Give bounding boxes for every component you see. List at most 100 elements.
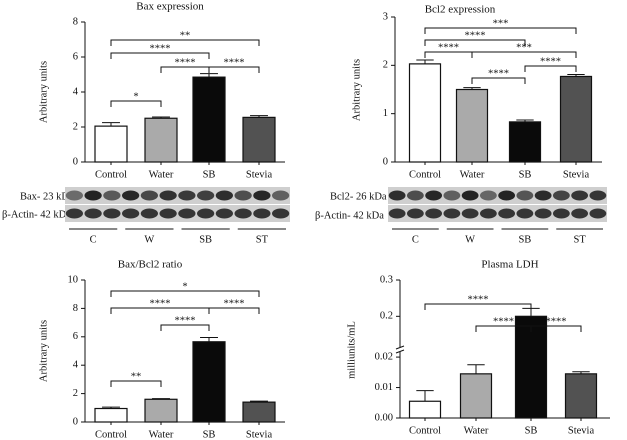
y-tick-label: 1	[383, 108, 388, 119]
blot-band	[388, 208, 406, 219]
chart-title: Bax expression	[136, 1, 204, 13]
significance-bracket	[424, 303, 532, 310]
chart-title: Bax/Bcl2 ratio	[118, 259, 183, 271]
blot-band	[178, 190, 196, 201]
blot-band	[159, 190, 177, 201]
y-axis-label: Arbitrary units	[351, 59, 362, 121]
blot-band	[253, 208, 271, 219]
blot-band	[84, 208, 102, 219]
x-tick-label: Stevia	[246, 429, 273, 440]
blot-band-label: Bax- 23 kDa	[20, 191, 74, 202]
y-tick-label: 0.02	[375, 351, 393, 362]
significance-bracket	[424, 27, 577, 34]
significance-bracket	[208, 66, 260, 73]
bar	[459, 373, 493, 419]
blot-band	[253, 190, 271, 201]
significance-label: **	[180, 30, 191, 41]
blot-band	[65, 208, 83, 219]
blot-band	[65, 190, 83, 201]
blot-band	[234, 208, 252, 219]
blot-group-label: ST	[256, 234, 269, 245]
blot-band-label: β-Actin- 42 kDa	[315, 210, 384, 221]
blot-band	[552, 208, 570, 219]
blot-group-label: C	[90, 234, 97, 245]
y-tick-label: 0.01	[375, 382, 393, 393]
blot-band	[388, 190, 406, 201]
bar	[192, 76, 226, 163]
significance-label: ****	[465, 30, 486, 41]
y-axis-label: milliunits/mL	[346, 321, 357, 379]
blot-band	[159, 208, 177, 219]
x-tick-label: Stevia	[563, 169, 590, 180]
y-tick-label: 10	[68, 274, 79, 285]
blot-band	[197, 208, 215, 219]
bar	[242, 116, 276, 163]
significance-label: ****	[175, 315, 196, 326]
y-tick-label: 2	[383, 60, 388, 71]
y-tick-label: 2	[73, 121, 78, 132]
x-tick-label: SB	[203, 169, 216, 180]
x-tick-label: Control	[95, 169, 127, 180]
blot-band-label: β-Actin- 42 kDa	[2, 209, 71, 220]
bar	[408, 400, 442, 419]
significance-bracket	[110, 52, 210, 59]
blot-band	[84, 190, 102, 201]
significance-label: **	[131, 371, 142, 382]
chart-title: Bcl2 expression	[425, 4, 496, 16]
significance-label: ****	[546, 316, 567, 327]
significance-bracket	[160, 324, 210, 331]
bar	[144, 398, 178, 423]
y-tick-label: 8	[73, 303, 78, 314]
significance-label: ****	[493, 316, 514, 327]
y-tick-label: 4	[73, 86, 79, 97]
significance-label: ***	[493, 18, 509, 29]
significance-label: ****	[224, 298, 245, 309]
blot-strip	[65, 205, 290, 222]
significance-label: ****	[468, 294, 489, 305]
blot-group-label: C	[412, 234, 419, 245]
blot-band	[479, 208, 497, 219]
blot-band	[140, 208, 158, 219]
bar	[192, 341, 226, 423]
x-tick-label: Water	[149, 429, 174, 440]
x-tick-label: Control	[409, 169, 441, 180]
y-axis-label: Arbitrary units	[38, 61, 49, 123]
blot-band	[461, 190, 479, 201]
blot-band	[479, 190, 497, 201]
blot-band	[425, 190, 443, 201]
blot-band	[234, 190, 252, 201]
axis-break	[395, 349, 405, 354]
blot-band	[406, 208, 424, 219]
blot-strip	[388, 205, 607, 222]
y-tick-label: 2	[73, 388, 78, 399]
x-tick-label: Water	[464, 425, 489, 436]
x-tick-label: Control	[409, 425, 441, 436]
significance-bracket	[110, 39, 260, 46]
bar	[455, 88, 489, 163]
blot-band	[516, 190, 534, 201]
y-tick-label: 3	[383, 11, 388, 22]
blot-band	[589, 208, 607, 219]
blot-band	[122, 190, 140, 201]
bar	[408, 63, 442, 163]
bar	[144, 117, 178, 163]
significance-bracket	[110, 380, 162, 387]
significance-bracket	[424, 39, 526, 46]
bar	[559, 75, 593, 163]
x-tick-label: Water	[149, 169, 174, 180]
x-tick-label: SB	[203, 429, 216, 440]
blot-band	[552, 190, 570, 201]
x-tick-label: Control	[95, 429, 127, 440]
significance-label: ***	[516, 42, 532, 53]
x-tick-label: SB	[525, 425, 538, 436]
x-tick-label: Water	[460, 169, 485, 180]
blot-band	[443, 190, 461, 201]
y-tick-label: 8	[73, 16, 78, 27]
blot-strip	[65, 187, 290, 204]
y-axis-label: Arbitrary units	[38, 320, 49, 382]
bar	[94, 125, 128, 163]
axis-break	[395, 345, 405, 350]
blot-band	[103, 208, 121, 219]
significance-bracket	[471, 51, 577, 58]
